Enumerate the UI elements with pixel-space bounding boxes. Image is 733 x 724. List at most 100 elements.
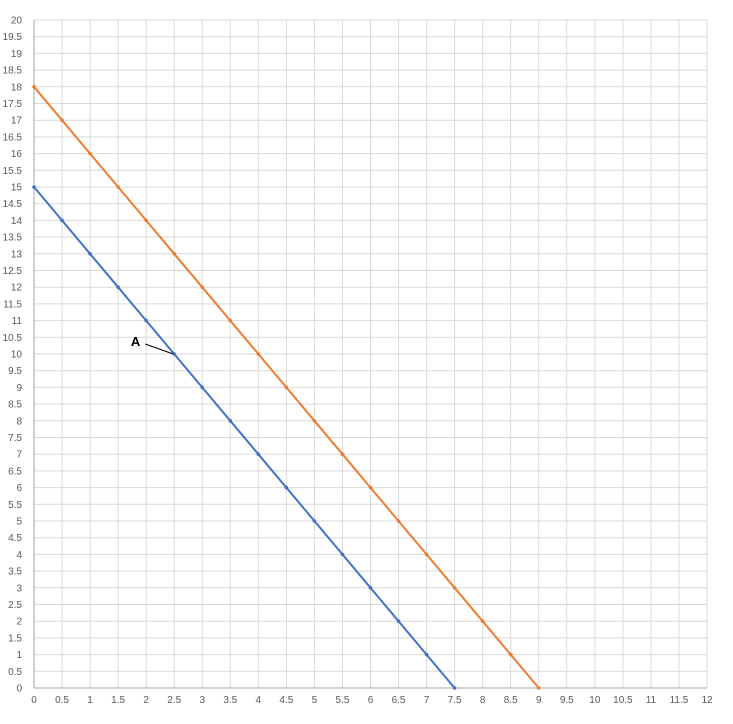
series-2-point <box>340 452 345 457</box>
y-tick-label: 17 <box>11 116 23 127</box>
y-tick-label: 2.5 <box>8 600 22 611</box>
y-tick-label: 6.5 <box>8 466 22 477</box>
y-tick-label: 9.5 <box>8 366 22 377</box>
series-1-point <box>172 352 177 356</box>
y-tick-label: 17.5 <box>3 99 23 110</box>
series-2-point <box>172 252 177 256</box>
series-2-point <box>396 519 401 523</box>
series-1-point <box>284 485 289 490</box>
series-1-point <box>32 185 36 189</box>
x-tick-label: 5.5 <box>336 695 350 706</box>
y-tick-label: 3 <box>16 583 22 594</box>
x-tick-label: 1 <box>87 695 93 706</box>
series-1-point <box>228 419 233 423</box>
y-tick-label: 5 <box>16 517 22 528</box>
y-tick-label: 20 <box>11 16 23 27</box>
y-tick-label: 16.5 <box>3 132 23 143</box>
series-1-point <box>368 586 373 590</box>
series-1-point <box>312 519 317 523</box>
y-tick-label: 10 <box>11 350 23 361</box>
y-tick-label: 6 <box>16 483 22 494</box>
y-tick-label: 4.5 <box>8 533 22 544</box>
y-tick-label: 13 <box>11 249 23 260</box>
series-2-point <box>452 586 457 590</box>
x-tick-label: 0.5 <box>55 695 69 706</box>
y-tick-label: 3.5 <box>8 567 22 578</box>
y-tick-label: 12.5 <box>3 266 23 277</box>
series-1-point <box>340 552 345 557</box>
y-tick-label: 10.5 <box>3 333 23 344</box>
series-2-point <box>368 485 373 490</box>
y-tick-label: 0.5 <box>8 667 22 678</box>
series-2-point <box>424 552 429 557</box>
series-2-point <box>32 85 36 89</box>
series-2-point <box>60 118 64 122</box>
y-tick-label: 0 <box>16 684 22 695</box>
x-tick-label: 4 <box>256 695 262 706</box>
y-tick-label: 1.5 <box>8 633 22 644</box>
tick-labels: 0 0.5 1 1.5 2 2.5 3 3.5 4 4.5 5 5.5 6 6.5 7 7.5 8 8.5 9 9.5… <box>3 16 713 707</box>
series-1-point <box>452 686 457 690</box>
y-tick-label: 2 <box>16 617 22 628</box>
x-tick-label: 9 <box>536 695 542 706</box>
series-1-line <box>33 186 456 689</box>
y-tick-label: 11 <box>12 316 23 327</box>
x-tick-label: 1.5 <box>111 695 125 706</box>
annotation-leader-line <box>145 343 174 355</box>
y-tick-label: 18.5 <box>3 66 23 77</box>
series-1-point <box>396 619 401 623</box>
x-tick-label: 4.5 <box>279 695 293 706</box>
x-tick-label: 7 <box>424 695 430 706</box>
annotation-label: A <box>131 334 141 349</box>
x-tick-label: 0 <box>31 695 37 706</box>
series-2-point <box>508 652 513 657</box>
y-tick-label: 13.5 <box>3 233 23 244</box>
x-tick-label: 12 <box>701 695 713 706</box>
series-2-point <box>284 385 289 390</box>
axes <box>33 20 707 689</box>
series-2-point <box>144 218 148 223</box>
y-tick-label: 9 <box>16 383 22 394</box>
y-tick-label: 18 <box>11 82 23 93</box>
x-tick-label: 6.5 <box>392 695 406 706</box>
x-tick-label: 5 <box>312 695 318 706</box>
series-2-point <box>88 151 92 156</box>
x-tick-label: 9.5 <box>560 695 574 706</box>
series-2-point <box>312 419 317 423</box>
x-tick-label: 3 <box>199 695 205 706</box>
series-2-point <box>256 352 261 356</box>
series-1-point <box>200 385 205 390</box>
x-tick-label: 2.5 <box>167 695 181 706</box>
y-tick-label: 15 <box>11 183 23 194</box>
x-tick-label: 8 <box>480 695 486 706</box>
series-2-point <box>116 185 120 189</box>
gridlines <box>33 19 708 689</box>
series-2-point <box>536 686 541 690</box>
series-1-point <box>88 252 92 256</box>
y-tick-label: 7.5 <box>8 433 22 444</box>
y-tick-label: 11.5 <box>3 299 22 310</box>
y-tick-label: 16 <box>11 149 23 160</box>
series-2-point <box>228 318 233 323</box>
y-tick-label: 14.5 <box>3 199 23 210</box>
y-tick-label: 12 <box>11 283 23 294</box>
y-tick-label: 19 <box>11 49 23 60</box>
y-tick-label: 7 <box>16 450 22 461</box>
series-1-point <box>144 318 148 323</box>
series-1-point <box>116 285 120 290</box>
series-1-point <box>256 452 261 457</box>
series-2-point <box>200 285 205 290</box>
x-tick-label: 7.5 <box>448 695 462 706</box>
y-tick-label: 4 <box>16 550 22 561</box>
x-tick-label: 11 <box>646 695 657 706</box>
x-tick-label: 8.5 <box>504 695 518 706</box>
y-tick-label: 8.5 <box>8 400 22 411</box>
x-tick-label: 11.5 <box>670 695 689 706</box>
series-lines <box>32 85 541 690</box>
series-2-point <box>480 619 485 623</box>
x-tick-label: 2 <box>143 695 149 706</box>
x-tick-label: 10 <box>589 695 601 706</box>
x-tick-label: 10.5 <box>613 695 633 706</box>
